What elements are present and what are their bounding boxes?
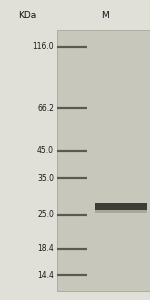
Text: 45.0: 45.0 [37, 146, 54, 155]
Text: M: M [101, 11, 109, 20]
Bar [94, 203, 147, 210]
Bar [57, 30, 150, 291]
Text: 14.4: 14.4 [37, 271, 54, 280]
Text: 18.4: 18.4 [37, 244, 54, 253]
Text: 116.0: 116.0 [32, 42, 54, 51]
Text: 25.0: 25.0 [37, 211, 54, 220]
Text: 35.0: 35.0 [37, 174, 54, 183]
Bar [94, 210, 147, 213]
Text: 66.2: 66.2 [37, 104, 54, 113]
Text: KDa: KDa [18, 11, 36, 20]
